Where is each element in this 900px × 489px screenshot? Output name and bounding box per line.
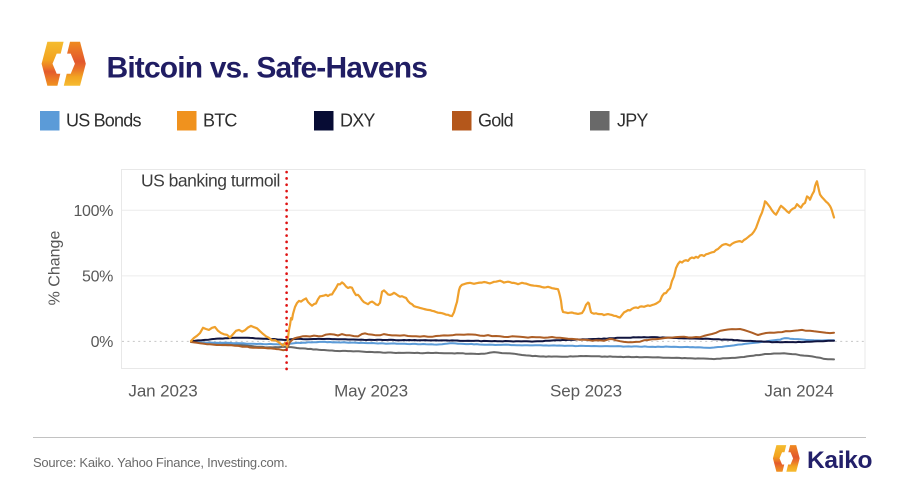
- svg-text:US banking turmoil: US banking turmoil: [141, 171, 280, 191]
- svg-text:Sep 2023: Sep 2023: [550, 382, 622, 401]
- svg-text:Jan 2024: Jan 2024: [764, 382, 833, 401]
- svg-text:US Bonds: US Bonds: [66, 111, 141, 131]
- svg-text:JPY: JPY: [617, 111, 648, 131]
- svg-text:% Change: % Change: [47, 231, 64, 306]
- svg-text:Jan 2023: Jan 2023: [128, 382, 197, 401]
- svg-text:50%: 50%: [82, 268, 113, 285]
- svg-text:DXY: DXY: [340, 111, 375, 131]
- svg-text:Gold: Gold: [478, 111, 513, 131]
- svg-text:Source: Kaiko. Yahoo Finance,: Source: Kaiko. Yahoo Finance, Investing.…: [33, 455, 287, 470]
- svg-text:BTC: BTC: [203, 111, 237, 131]
- svg-text:Kaiko: Kaiko: [807, 447, 873, 474]
- svg-text:Bitcoin vs. Safe-Havens: Bitcoin vs. Safe-Havens: [107, 52, 428, 85]
- svg-text:0%: 0%: [91, 334, 114, 351]
- svg-text:May 2023: May 2023: [334, 382, 408, 401]
- svg-text:100%: 100%: [73, 203, 113, 220]
